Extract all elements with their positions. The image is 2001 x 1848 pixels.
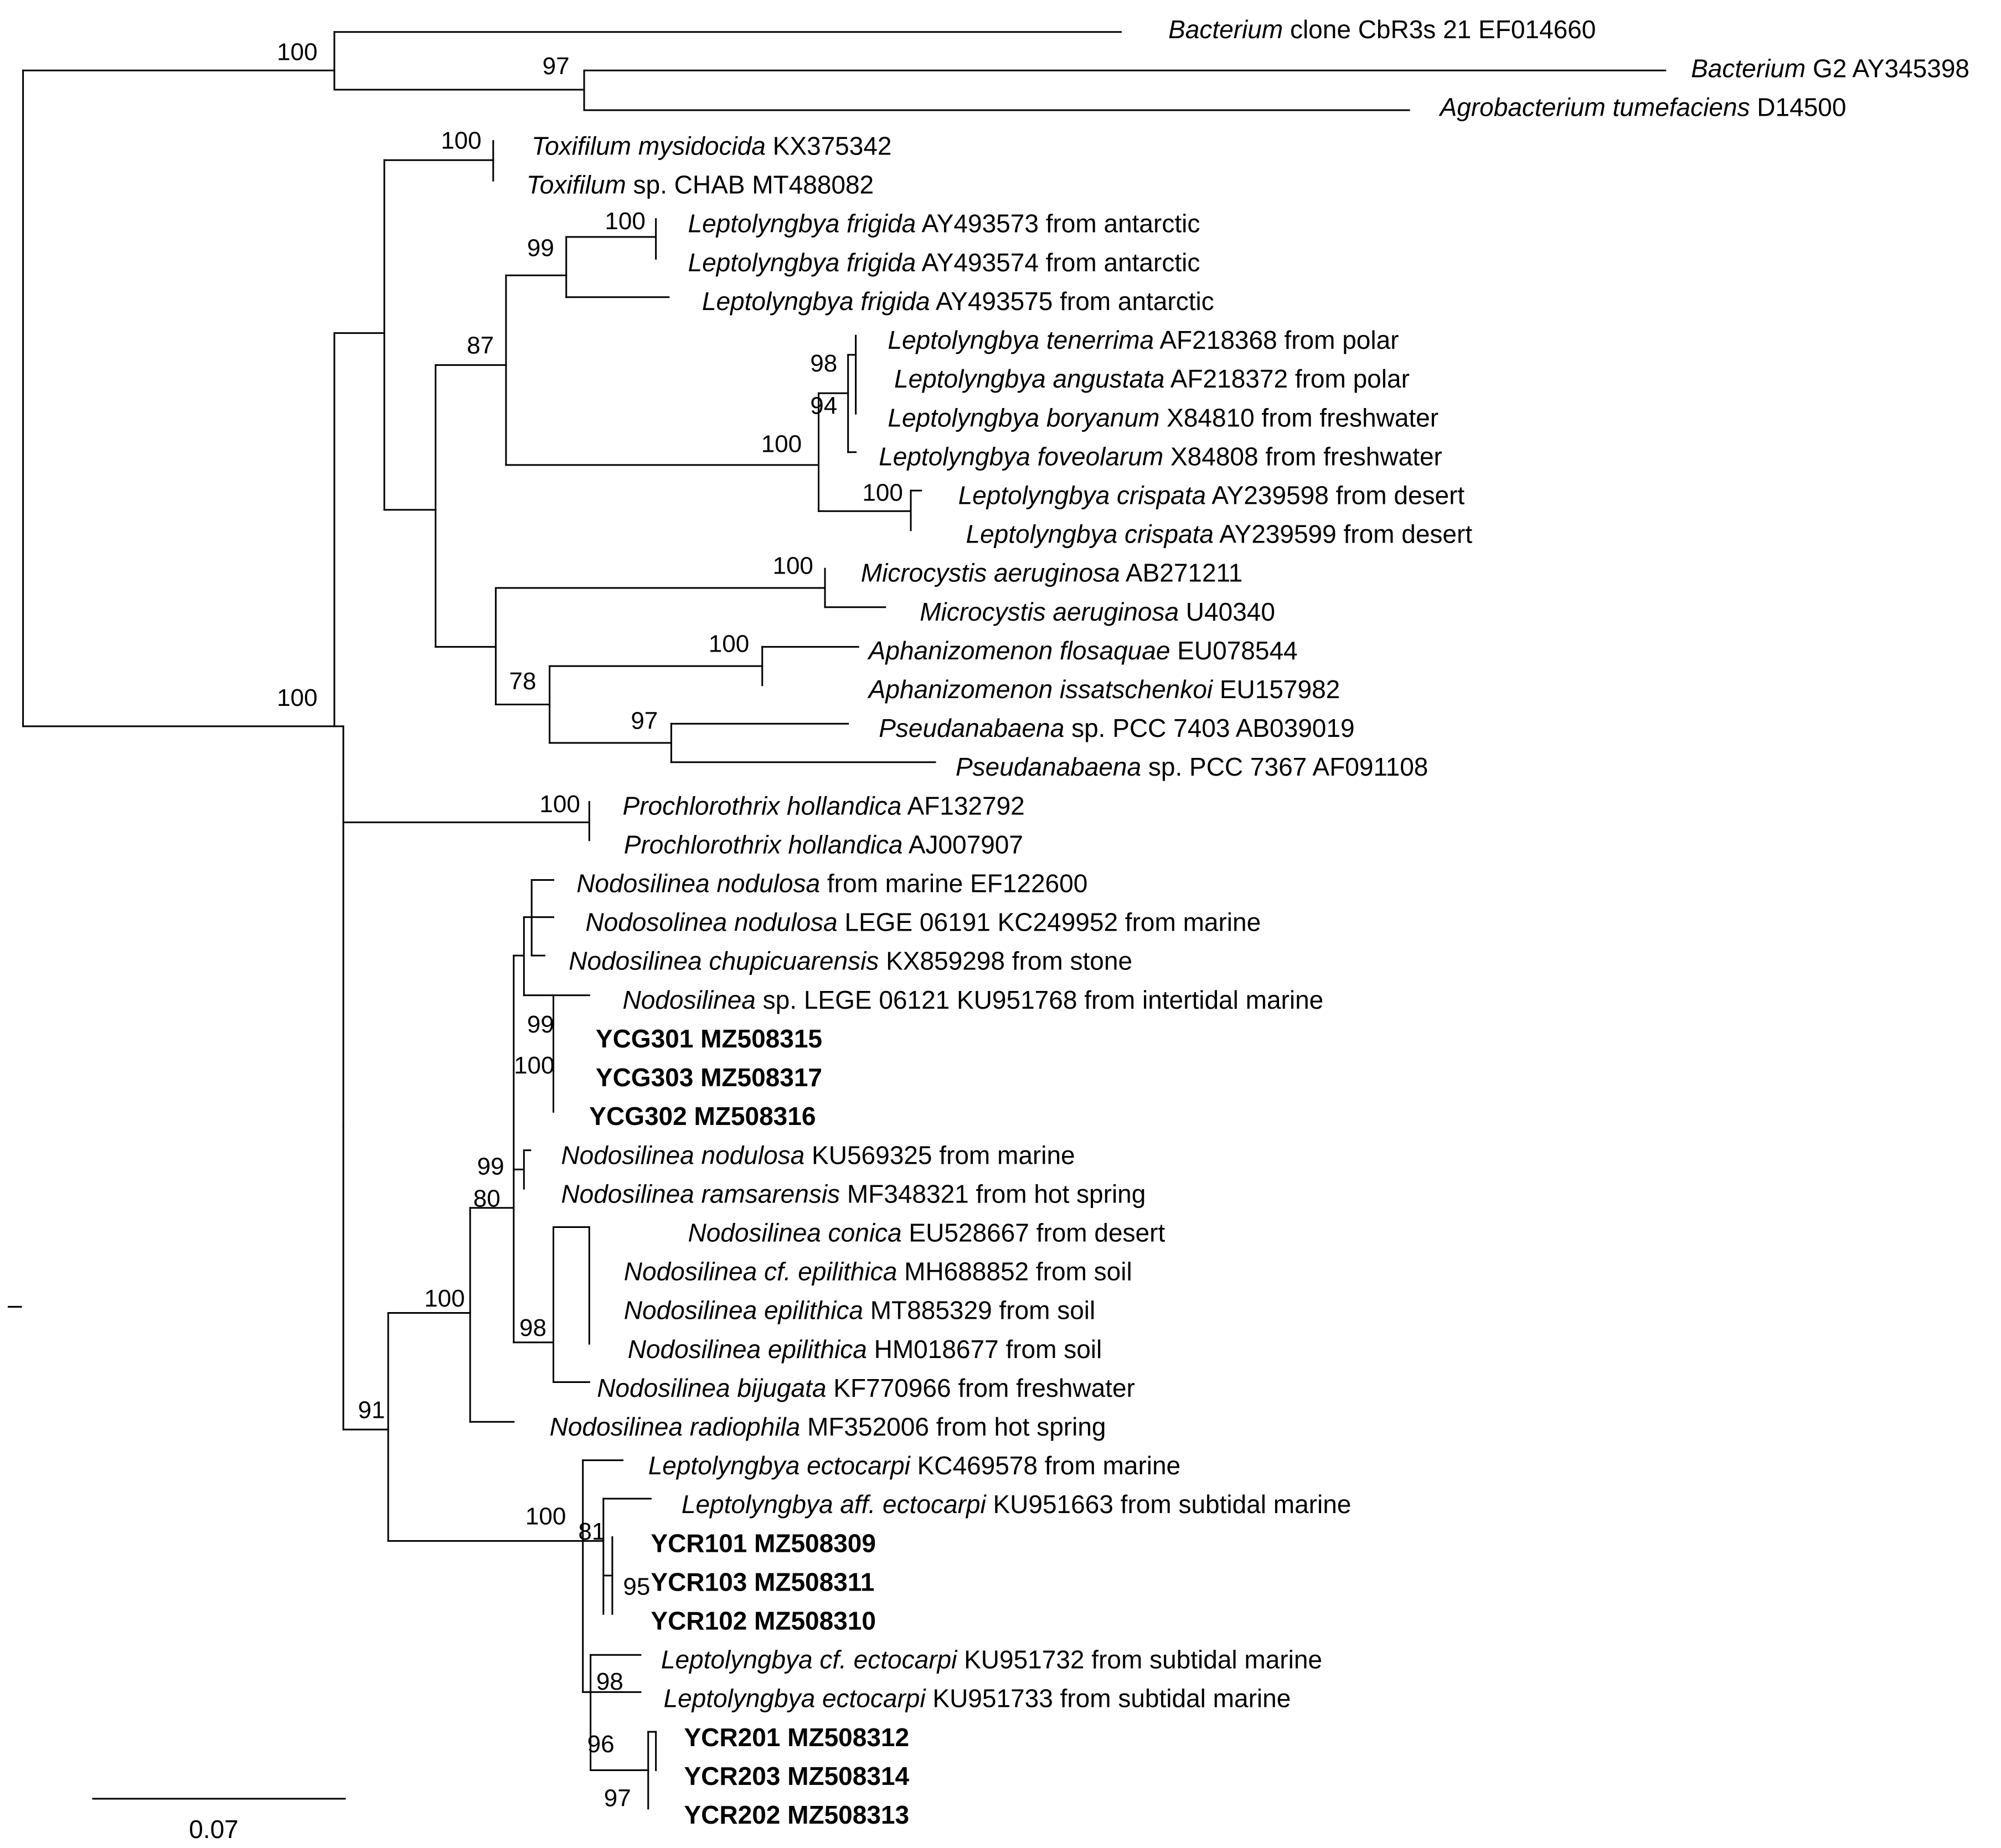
taxon-label: Leptolyngbya frigida AY493574 from antar… [688, 248, 1200, 277]
taxon-label: Toxifilum mysidocida KX375342 [532, 132, 891, 161]
taxon-label: Microcystis aeruginosa U40340 [920, 597, 1275, 626]
bootstrap-value: 99 [477, 1153, 504, 1180]
taxon-label: Nodosilinea epilithica MT885329 from soi… [624, 1296, 1095, 1325]
bootstrap-value: 100 [525, 1503, 566, 1530]
tree-branches [22, 31, 1667, 1810]
taxon-label: Nodosilinea nodulosa KU569325 from marin… [561, 1140, 1075, 1169]
bootstrap-value: 100 [441, 127, 481, 154]
taxon-label: Leptolyngbya crispata AY239598 from dese… [958, 481, 1465, 510]
scale-bar-label: 0.07 [189, 1815, 239, 1844]
taxon-label: Nodosilinea bijugata KF770966 from fresh… [597, 1374, 1135, 1402]
taxon-label: Leptolyngbya ectocarpi KU951733 from sub… [664, 1684, 1291, 1713]
bootstrap-value: 100 [277, 684, 317, 711]
taxon-label: Nodosolinea nodulosa LEGE 06191 KC249952… [585, 908, 1261, 937]
taxon-label: YCG301 MZ508315 [596, 1024, 822, 1053]
bootstrap-value: 100 [605, 208, 645, 235]
taxon-label: Aphanizomenon issatschenkoi EU157982 [867, 675, 1340, 704]
bootstrap-value: 99 [527, 235, 554, 262]
taxon-label: Agrobacterium tumefaciens D14500 [1438, 92, 1847, 121]
taxon-label: Prochlorothrix hollandica AJ007907 [624, 830, 1023, 859]
taxon-label: Prochlorothrix hollandica AF132792 [623, 791, 1025, 820]
bootstrap-value: 100 [709, 631, 749, 658]
scale-bar: 0.07 [92, 1798, 346, 1844]
taxon-label: Leptolyngbya foveolarum X84808 from fres… [879, 442, 1442, 471]
taxon-label: YCR203 MZ508314 [684, 1762, 910, 1790]
taxon-label: Nodosilinea radiophila MF352006 from hot… [550, 1412, 1106, 1441]
taxon-label: YCG303 MZ508317 [596, 1063, 822, 1092]
stray-dash-mark: – [8, 1290, 22, 1319]
taxon-label: Nodosilinea conica EU528667 from desert [688, 1219, 1165, 1247]
bootstrap-value: 98 [810, 350, 837, 377]
bootstrap-values: 100 97 100 100 99 100 87 98 94 100 100 100 100 78 97 10… [277, 39, 903, 1812]
taxon-label: YCR201 MZ508312 [684, 1723, 910, 1752]
bootstrap-value: 97 [631, 708, 658, 735]
bootstrap-value: 87 [467, 332, 494, 359]
taxon-label: Leptolyngbya tenerrima AF218368 from pol… [888, 326, 1399, 354]
taxon-label: Nodosilinea cf. epilithica MH688852 from… [624, 1257, 1132, 1286]
taxon-label: Nodosilinea sp. LEGE 06121 KU951768 from… [623, 985, 1324, 1014]
taxon-label: Bacterium clone CbR3s 21 EF014660 [1168, 15, 1596, 44]
bootstrap-value: 99 [527, 1011, 554, 1038]
taxon-label: Leptolyngbya frigida AY493575 from antar… [702, 287, 1214, 316]
taxon-label: Leptolyngbya cf. ectocarpi KU951732 from… [661, 1645, 1322, 1674]
bootstrap-value: 100 [539, 791, 580, 818]
taxon-label: Microcystis aeruginosa AB271211 [861, 559, 1243, 587]
taxon-label: Nodosilinea nodulosa from marine EF12260… [576, 869, 1087, 898]
taxon-label: Leptolyngbya angustata AF218372 from pol… [894, 364, 1410, 393]
taxon-label: YCG302 MZ508316 [589, 1102, 816, 1131]
bootstrap-value: 94 [810, 392, 837, 419]
taxon-label: Toxifilum sp. CHAB MT488082 [527, 171, 874, 199]
bootstrap-value: 100 [772, 553, 813, 580]
taxon-label: Pseudanabaena sp. PCC 7367 AF091108 [956, 752, 1428, 781]
taxon-label: YCR103 MZ508311 [651, 1567, 874, 1596]
bootstrap-value: 78 [509, 668, 537, 695]
taxon-label: Aphanizomenon flosaquae EU078544 [867, 636, 1298, 665]
taxon-label: Nodosilinea epilithica HM018677 from soi… [628, 1335, 1102, 1364]
taxon-label: Nodosilinea ramsarensis MF348321 from ho… [561, 1179, 1146, 1208]
taxon-label: YCR101 MZ508309 [651, 1529, 876, 1557]
bootstrap-value: 100 [862, 479, 902, 507]
taxon-label: YCR202 MZ508313 [684, 1800, 910, 1829]
bootstrap-value: 80 [473, 1185, 501, 1212]
taxon-label: Nodosilinea chupicuarensis KX859298 from… [569, 947, 1132, 975]
taxon-label: Leptolyngbya boryanum X84810 from freshw… [888, 403, 1438, 432]
taxon-label: YCR102 MZ508310 [651, 1607, 876, 1635]
bootstrap-value: 100 [277, 39, 317, 66]
bootstrap-value: 100 [424, 1285, 465, 1312]
bootstrap-value: 98 [519, 1314, 546, 1341]
bootstrap-value: 91 [358, 1396, 385, 1423]
taxon-labels: Bacterium clone CbR3s 21 EF014660 Bacteri… [527, 15, 1969, 1829]
bootstrap-value: 100 [514, 1052, 554, 1079]
bootstrap-value: 98 [596, 1668, 623, 1695]
taxon-label: Leptolyngbya ectocarpi KC469578 from mar… [648, 1451, 1180, 1480]
bootstrap-value: 96 [587, 1731, 615, 1758]
bootstrap-value: 81 [578, 1518, 605, 1545]
taxon-label: Leptolyngbya crispata AY239599 from dese… [966, 520, 1473, 549]
bootstrap-value: 95 [623, 1573, 650, 1601]
bootstrap-value: 97 [543, 53, 570, 80]
taxon-label: Pseudanabaena sp. PCC 7403 AB039019 [879, 714, 1354, 742]
taxon-label: Leptolyngbya aff. ectocarpi KU951663 fro… [682, 1490, 1351, 1519]
taxon-label: Leptolyngbya frigida AY493573 from antar… [688, 209, 1200, 238]
bootstrap-value: 100 [761, 431, 802, 458]
bootstrap-value: 97 [604, 1784, 631, 1811]
taxon-label: Bacterium G2 AY345398 [1691, 54, 1969, 82]
